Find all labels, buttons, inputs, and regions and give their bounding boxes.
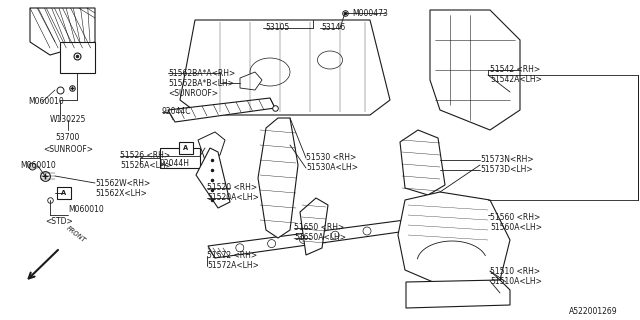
Polygon shape [198,132,225,160]
Text: 51562W<RH>: 51562W<RH> [95,179,150,188]
Text: A: A [61,190,67,196]
Polygon shape [258,118,298,238]
Polygon shape [300,198,328,255]
Text: 51572A<LH>: 51572A<LH> [207,261,259,270]
Text: 53146: 53146 [321,23,345,33]
Text: <SUNROOF>: <SUNROOF> [168,89,218,98]
Polygon shape [60,42,95,73]
Circle shape [300,236,307,244]
Text: <SUNROOF>: <SUNROOF> [43,145,93,154]
Polygon shape [398,192,510,285]
Polygon shape [240,72,262,90]
Text: 51542A<LH>: 51542A<LH> [490,76,542,84]
Text: 51510A<LH>: 51510A<LH> [490,276,542,285]
Text: 51526 <RH>: 51526 <RH> [120,151,170,161]
Text: 51650 <RH>: 51650 <RH> [294,223,344,233]
Text: 51562BA*A<RH>: 51562BA*A<RH> [168,68,236,77]
Text: 51520A<LH>: 51520A<LH> [207,194,259,203]
Text: <STD>: <STD> [45,218,73,227]
Text: 53700: 53700 [56,133,80,142]
Text: A522001269: A522001269 [570,308,618,316]
Text: 51560A<LH>: 51560A<LH> [490,223,542,233]
Text: 92044C: 92044C [162,108,191,116]
Text: 51573D<LH>: 51573D<LH> [480,165,532,174]
Polygon shape [180,20,390,115]
Circle shape [332,231,339,239]
Text: 51526A<LH>: 51526A<LH> [120,162,172,171]
Polygon shape [30,8,95,55]
Circle shape [268,240,276,248]
Text: 51573N<RH>: 51573N<RH> [480,156,534,164]
Text: 51562BA*B<LH>: 51562BA*B<LH> [168,78,234,87]
Text: 51520 <RH>: 51520 <RH> [207,183,257,193]
Text: M060010: M060010 [68,205,104,214]
Text: W130225: W130225 [50,116,86,124]
Polygon shape [430,10,520,130]
Text: A: A [184,145,189,151]
Text: 51530A<LH>: 51530A<LH> [306,164,358,172]
Circle shape [236,244,244,252]
Text: 51530 <RH>: 51530 <RH> [306,154,356,163]
Text: 92044H: 92044H [160,158,190,167]
Text: 51510 <RH>: 51510 <RH> [490,267,540,276]
Text: 51650A<LH>: 51650A<LH> [294,234,346,243]
Text: M060010: M060010 [20,162,56,171]
Polygon shape [400,130,445,195]
Text: 53105: 53105 [265,23,289,33]
Text: FRONT: FRONT [65,225,86,244]
FancyBboxPatch shape [179,142,193,154]
Text: 51562X<LH>: 51562X<LH> [95,188,147,197]
Circle shape [363,227,371,235]
Text: M060010: M060010 [28,98,64,107]
FancyBboxPatch shape [57,187,71,199]
Text: M000473: M000473 [352,10,388,19]
Polygon shape [208,218,428,258]
Text: 51542 <RH>: 51542 <RH> [490,66,540,75]
Text: 51572 <RH>: 51572 <RH> [207,252,257,260]
Polygon shape [160,148,200,168]
Polygon shape [196,148,230,208]
Polygon shape [168,98,275,122]
Text: 51560 <RH>: 51560 <RH> [490,213,540,222]
Polygon shape [406,280,510,308]
